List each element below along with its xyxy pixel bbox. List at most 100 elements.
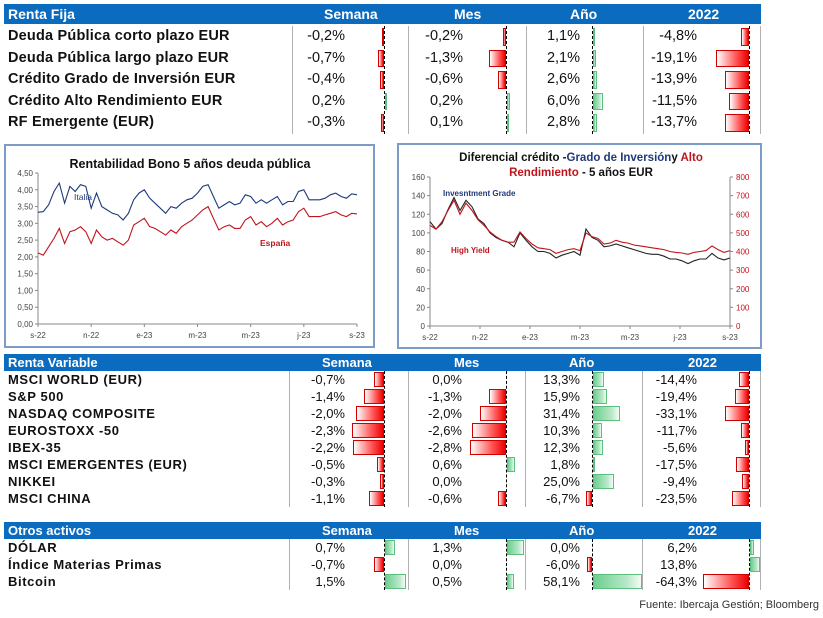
diferencial-credito-svg: Diferencial crédito -Grado de Inversióny…	[412, 152, 750, 342]
value-semana: -0,3%	[307, 114, 345, 131]
chart-title-line2: Rendimiento - 5 años EUR	[509, 167, 653, 179]
negative-bar	[586, 491, 592, 506]
value-mes: 0,6%	[432, 457, 462, 472]
col-ano: Año	[569, 355, 595, 370]
value-ano: 12,3%	[543, 440, 580, 455]
value-y2022: -17,5%	[655, 457, 697, 472]
table-row: Bitcoin 1,5% 0,5% 58,1% -64,3%	[4, 573, 761, 590]
value-ano: 58,1%	[543, 574, 580, 589]
value-ano: 0,0%	[550, 540, 580, 555]
negative-bar	[724, 71, 749, 89]
negative-bar	[472, 423, 506, 438]
col-2022: 2022	[688, 6, 720, 22]
negative-bar	[725, 114, 749, 132]
bono-5-anos-chart: Rentabilidad Bono 5 años deuda pública 0,…	[4, 144, 375, 348]
positive-bar	[507, 574, 514, 589]
positive-bar	[593, 474, 615, 489]
negative-bar	[715, 49, 749, 68]
value-semana: -1,1%	[311, 491, 345, 506]
positive-bar	[593, 28, 595, 46]
table-row: EUROSTOXX -50 -2,3% -2,6% 10,3% -11,7%	[4, 422, 761, 439]
value-y2022: -19,1%	[651, 49, 697, 66]
value-mes: -2,6%	[428, 423, 462, 438]
negative-bar	[742, 474, 749, 489]
value-mes: 1,3%	[432, 540, 462, 555]
row-label: Índice Materias Primas	[8, 557, 163, 572]
renta-variable-title: Renta Variable	[8, 355, 98, 370]
positive-bar	[593, 574, 643, 589]
col-semana: Semana	[322, 523, 372, 538]
col-2022: 2022	[688, 355, 717, 370]
table-row: Deuda Pública largo plazo EUR -0,7% -1,3% 2…	[4, 48, 761, 70]
renta-fija-table: Renta Fija Semana Mes Año 2022 Deuda Púb…	[4, 4, 761, 134]
y-tick-label-right: 500	[736, 229, 750, 238]
value-y2022: -9,4%	[663, 474, 697, 489]
positive-bar	[593, 49, 597, 68]
table-row: DÓLAR 0,7% 1,3% 0,0% 6,2%	[4, 539, 761, 556]
series-label-high-yield: High Yield	[451, 246, 490, 255]
bar-zero-axis	[749, 539, 750, 590]
negative-bar	[368, 491, 384, 506]
positive-bar	[750, 557, 760, 572]
value-ano: 2,1%	[546, 49, 580, 66]
row-label: Crédito Alto Rendimiento EUR	[8, 92, 223, 109]
value-mes: 0,0%	[432, 474, 462, 489]
value-mes: 0,1%	[429, 114, 463, 131]
table-row: Índice Materias Primas -0,7% 0,0% -6,0% 13,8…	[4, 556, 761, 573]
series-line-espana	[37, 205, 358, 256]
value-semana: -0,7%	[311, 372, 345, 387]
value-mes: -2,0%	[428, 406, 462, 421]
bar-zero-axis	[592, 371, 593, 507]
bar-zero-axis	[506, 26, 507, 134]
row-label: NASDAQ COMPOSITE	[8, 406, 156, 421]
negative-bar	[380, 71, 384, 89]
y-tick-label-right: 800	[736, 173, 750, 182]
column-divider	[760, 539, 761, 590]
positive-bar	[593, 372, 605, 387]
negative-bar	[489, 49, 506, 68]
value-ano: 31,4%	[543, 406, 580, 421]
value-mes: -1,3%	[425, 49, 463, 66]
value-ano: 15,9%	[543, 389, 580, 404]
bar-zero-axis	[506, 539, 507, 590]
source-note: Fuente: Ibercaja Gestión; Bloomberg	[639, 599, 819, 611]
value-y2022: -13,7%	[651, 114, 697, 131]
column-divider	[408, 539, 409, 590]
col-mes: Mes	[454, 523, 480, 538]
value-semana: 0,2%	[311, 92, 345, 109]
x-tick-label: m-23	[242, 331, 261, 340]
y-tick-label: 2,00	[17, 253, 33, 262]
value-semana: -0,2%	[307, 28, 345, 44]
column-divider	[760, 371, 761, 507]
row-label: Crédito Grado de Inversión EUR	[8, 71, 236, 88]
positive-bar	[593, 114, 598, 132]
row-label: MSCI EMERGENTES (EUR)	[8, 457, 188, 472]
renta-fija-title: Renta Fija	[8, 6, 75, 22]
negative-bar	[377, 49, 384, 68]
value-y2022: -13,9%	[651, 71, 697, 88]
bar-zero-axis	[592, 26, 593, 134]
col-ano: Año	[569, 523, 595, 538]
negative-bar	[364, 389, 384, 404]
negative-bar	[735, 389, 749, 404]
y-tick-label-right: 400	[736, 248, 750, 257]
column-divider	[289, 371, 290, 507]
value-ano: -6,0%	[546, 557, 580, 572]
negative-bar	[351, 423, 384, 438]
bar-zero-axis	[384, 539, 385, 590]
negative-bar	[740, 28, 749, 46]
row-label: Bitcoin	[8, 574, 57, 589]
negative-bar	[702, 574, 749, 589]
y-tick-label-right: 200	[736, 285, 750, 294]
y-tick-label: 1,00	[17, 286, 33, 295]
diferencial-credito-chart: Diferencial crédito -Grado de Inversióny…	[397, 143, 762, 349]
y-tick-label: 4,00	[17, 186, 33, 195]
negative-bar	[356, 406, 384, 421]
bar-zero-axis	[506, 371, 507, 507]
y-tick-label-left: 0	[421, 322, 426, 331]
table-row: S&P 500 -1,4% -1,3% 15,9% -19,4%	[4, 388, 761, 405]
row-label: EUROSTOXX -50	[8, 423, 120, 438]
y-tick-label-left: 160	[412, 173, 426, 182]
table-row: MSCI WORLD (EUR) -0,7% 0,0% 13,3% -14,4%	[4, 371, 761, 388]
negative-bar	[503, 28, 506, 46]
